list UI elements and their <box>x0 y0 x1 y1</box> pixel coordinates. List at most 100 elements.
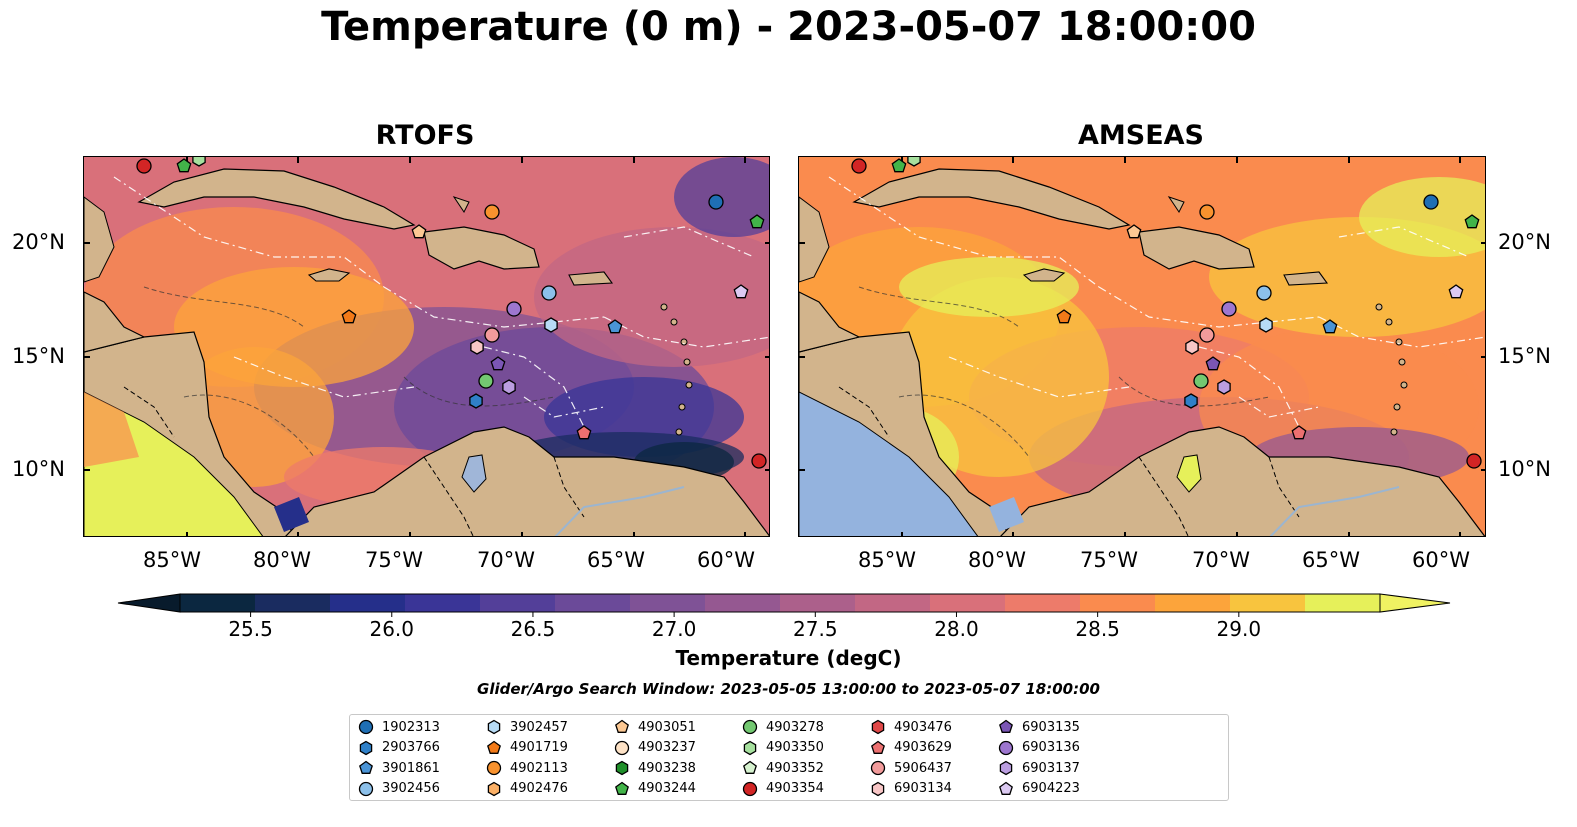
legend-item: 6903137 <box>998 758 1080 778</box>
hexagon-marker-icon <box>871 719 885 735</box>
colorbar-bin <box>555 594 631 612</box>
legend-label: 4903354 <box>766 781 824 796</box>
legend: 1902313 2903766 3901861 3902456 3902457 49017… <box>349 714 1229 801</box>
lat-tick-label: 15°N <box>12 344 65 368</box>
float-marker <box>541 285 557 301</box>
lon-tick-label: 75°W <box>1080 548 1138 572</box>
hexagon-marker-icon <box>999 760 1013 776</box>
colorbar-bin <box>180 594 256 612</box>
lon-tick-label: 60°W <box>1412 548 1470 572</box>
legend-item: 4903476 <box>870 717 952 737</box>
circle-marker-icon <box>614 740 630 755</box>
colorbar-bin <box>1080 594 1156 612</box>
figure-title: Temperature (0 m) - 2023-05-07 18:00:00 <box>321 4 1256 50</box>
legend-marker <box>358 781 374 796</box>
legend-label: 6903137 <box>1022 760 1080 776</box>
pentagon-marker-icon <box>615 781 629 795</box>
legend-label: 4902476 <box>510 781 568 796</box>
legend-item: 4902476 <box>486 779 568 799</box>
float-marker <box>1185 339 1199 355</box>
legend-marker <box>487 740 501 754</box>
legend-marker <box>615 760 629 776</box>
legend-item: 4903237 <box>614 738 696 758</box>
legend-item: 6903136 <box>998 738 1080 758</box>
legend-label: 2903766 <box>382 740 440 755</box>
float-marker <box>1466 453 1482 469</box>
float-marker <box>341 309 357 324</box>
legend-marker <box>999 781 1013 795</box>
hexagon-marker-icon <box>359 740 373 755</box>
float-marker <box>1217 379 1231 395</box>
legend-marker <box>487 781 501 796</box>
legend-label: 3902456 <box>382 781 440 796</box>
colorbar-tick-label: 26.0 <box>369 617 414 641</box>
float-marker <box>502 379 516 395</box>
legend-label: 4903278 <box>766 719 824 735</box>
panel-title-rtofs: RTOFS <box>375 120 475 151</box>
legend-marker <box>999 719 1013 733</box>
pentagon-marker-icon <box>999 781 1013 795</box>
legend-item: 3902456 <box>358 779 440 799</box>
float-marker <box>1184 393 1198 409</box>
colorbar-bin <box>780 594 856 612</box>
legend-item: 6904223 <box>998 779 1080 799</box>
float-marker <box>607 319 623 334</box>
colorbar-tick-label: 28.0 <box>934 617 979 641</box>
map-rtofs <box>83 156 770 537</box>
lon-tick-label: 65°W <box>587 548 645 572</box>
hexagon-marker-icon <box>487 719 501 735</box>
float-marker <box>192 157 206 167</box>
legend-marker <box>358 719 374 735</box>
pentagon-marker-icon <box>615 719 629 733</box>
float-marker <box>1291 425 1307 440</box>
hexagon-marker-icon <box>615 760 629 776</box>
pentagon-marker-icon <box>871 740 885 754</box>
colorbar-tick-label: 27.0 <box>652 617 697 641</box>
legend-marker <box>487 719 501 735</box>
colorbar-bin <box>930 594 1006 612</box>
circle-marker-icon <box>998 740 1014 755</box>
float-marker <box>136 158 152 174</box>
float-marker <box>484 204 500 220</box>
colorbar-bin <box>330 594 406 612</box>
lon-tick-label: 85°W <box>143 548 201 572</box>
colorbar-bin <box>630 594 706 612</box>
legend-marker <box>743 760 757 774</box>
colorbar-label: Temperature (degC) <box>675 646 902 670</box>
float-marker <box>851 158 867 174</box>
colorbar-tick-label: 29.0 <box>1217 617 1262 641</box>
legend-marker <box>742 719 758 735</box>
lat-tick-label: 15°N <box>1498 344 1551 368</box>
legend-item: 4903238 <box>614 758 696 778</box>
float-marker <box>1448 284 1464 299</box>
legend-item: 2903766 <box>358 738 440 758</box>
legend-marker <box>871 740 885 754</box>
colorbar-bin <box>1305 594 1381 612</box>
float-marker <box>749 214 765 229</box>
colorbar-bin <box>705 594 781 612</box>
float-marker <box>1221 301 1237 317</box>
lon-tick-label: 70°W <box>477 548 535 572</box>
circle-marker-icon <box>742 719 758 735</box>
panel-title-amseas: AMSEAS <box>1078 120 1204 151</box>
legend-marker <box>998 740 1014 755</box>
float-marker <box>490 356 506 371</box>
pentagon-marker-icon <box>743 760 757 774</box>
float-marker <box>1126 224 1142 239</box>
colorbar-extend-under <box>117 593 181 613</box>
float-marker <box>1205 356 1221 371</box>
legend-item: 4902113 <box>486 758 568 778</box>
hexagon-marker-icon <box>743 740 757 755</box>
legend-item: 4903244 <box>614 779 696 799</box>
circle-marker-icon <box>358 719 374 735</box>
lat-tick-label: 20°N <box>1498 230 1551 254</box>
legend-label: 6904223 <box>1022 781 1080 796</box>
legend-label: 4903244 <box>638 781 696 796</box>
circle-marker-icon <box>358 781 374 796</box>
circle-marker-icon <box>486 760 502 776</box>
legend-marker <box>359 760 373 774</box>
float-marker <box>1199 204 1215 220</box>
hexagon-marker-icon <box>487 781 501 796</box>
legend-label: 4903238 <box>638 760 696 776</box>
legend-label: 4902113 <box>510 760 568 776</box>
